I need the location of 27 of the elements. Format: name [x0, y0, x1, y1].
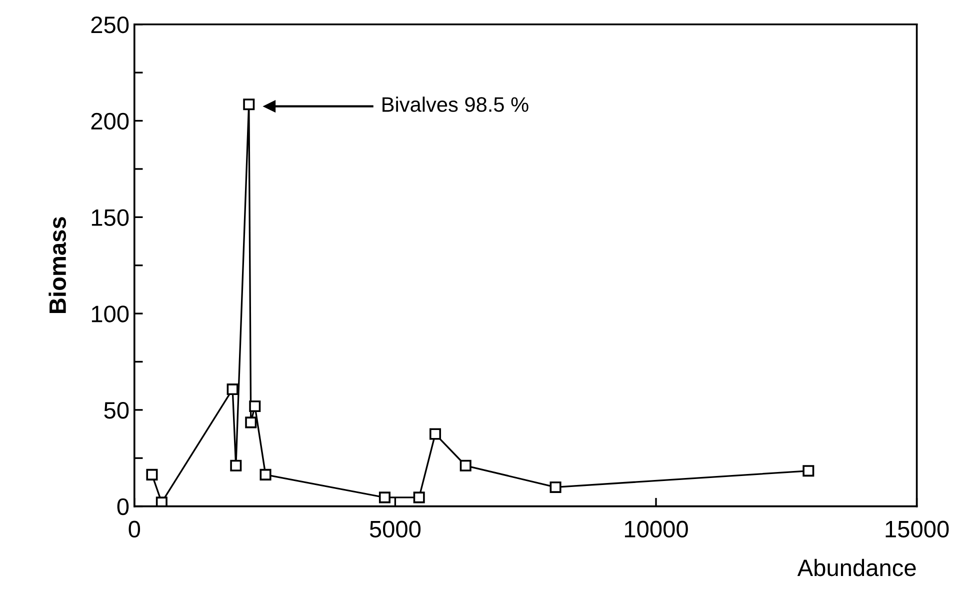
annotation: Bivalves 98.5 % [382, 96, 528, 112]
point [460, 460, 472, 472]
point [413, 492, 425, 504]
point [245, 416, 257, 428]
point [156, 496, 168, 506]
point [550, 481, 562, 493]
y-axis-title: Biomass [48, 217, 66, 313]
y-tick-label: 200 [91, 112, 129, 130]
point [243, 98, 255, 110]
y-tick-label: 0 [117, 498, 129, 516]
x-tick-label: 10000 [624, 520, 688, 538]
point [802, 465, 814, 477]
point [260, 468, 272, 480]
y-tick-label: 250 [91, 16, 129, 34]
point [249, 400, 261, 412]
point [146, 468, 158, 480]
y-tick-label: 50 [104, 402, 129, 419]
point [230, 460, 242, 472]
x-tick-label: 0 [128, 520, 140, 538]
point [429, 428, 442, 440]
point [378, 492, 390, 504]
y-tick-label: 150 [92, 209, 129, 226]
x-tick-label: 15000 [886, 520, 949, 538]
x-tick-label: 5000 [370, 520, 421, 538]
point [226, 384, 238, 396]
y-tick-label: 100 [92, 306, 129, 322]
x-axis-title: Abundance [797, 558, 916, 576]
